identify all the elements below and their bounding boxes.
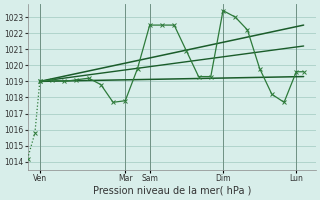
X-axis label: Pression niveau de la mer( hPa ): Pression niveau de la mer( hPa )	[92, 186, 251, 196]
